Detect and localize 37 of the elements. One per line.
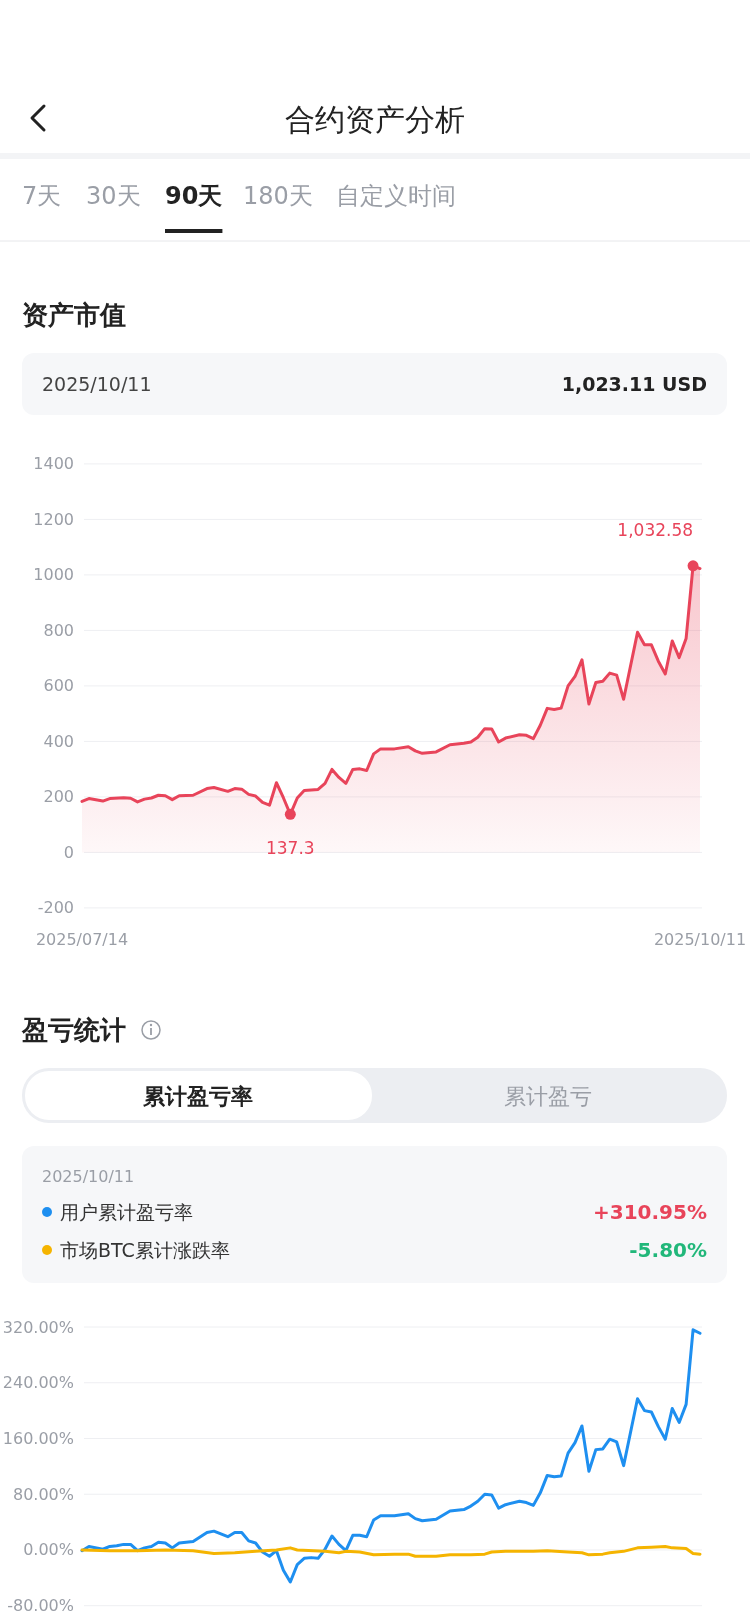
y-tick-label: 0	[63, 842, 74, 862]
y-tick-label: 1200	[33, 509, 74, 529]
y-tick-label: 320.00%	[2, 1317, 74, 1337]
legend-label: 用户累计盈亏率	[60, 1201, 193, 1223]
text: 90天	[165, 182, 223, 210]
text: 1,023.11 USD	[561, 373, 707, 395]
y-tick-label: 400	[43, 731, 74, 751]
text: 2025/10/11	[42, 1166, 135, 1186]
text: 自定义时间	[336, 182, 456, 210]
legend-label: 市场BTC累计涨跌率	[60, 1239, 230, 1261]
y-tick-label: 800	[43, 620, 74, 640]
text: 30天	[86, 182, 141, 210]
text: 累计盈亏率	[142, 1083, 253, 1109]
chart-title: 盈亏统计	[21, 1015, 126, 1045]
data-label: 137.3	[265, 838, 315, 859]
y-tick-label: 600	[43, 676, 74, 696]
line-series	[80, 1544, 702, 1558]
y-tick-label: 240.00%	[2, 1373, 74, 1393]
line-series	[80, 1328, 702, 1584]
y-tick-label: -200	[37, 898, 74, 918]
y-tick-label: 160.00%	[2, 1428, 74, 1448]
text: 累计盈亏	[504, 1083, 592, 1109]
text: 180天	[243, 182, 313, 210]
y-tick-label: 200	[43, 787, 74, 807]
y-tick-label: 1000	[33, 565, 74, 585]
text: +310.95%	[593, 1200, 707, 1224]
y-tick-label: 80.00%	[12, 1484, 74, 1504]
y-tick-label: -80.00%	[7, 1596, 74, 1616]
text: -5.80%	[629, 1238, 707, 1262]
text: 7天	[22, 182, 62, 210]
chart-title: 资产市值	[22, 300, 126, 330]
x-tick-label: 2025/07/14	[35, 930, 129, 950]
data-label: 1,032.58	[617, 519, 694, 540]
y-tick-label: 1400	[33, 454, 74, 474]
text: 合约资产分析	[285, 101, 465, 137]
text: 2025/10/11	[42, 373, 152, 395]
y-tick-label: 0.00%	[23, 1540, 74, 1560]
